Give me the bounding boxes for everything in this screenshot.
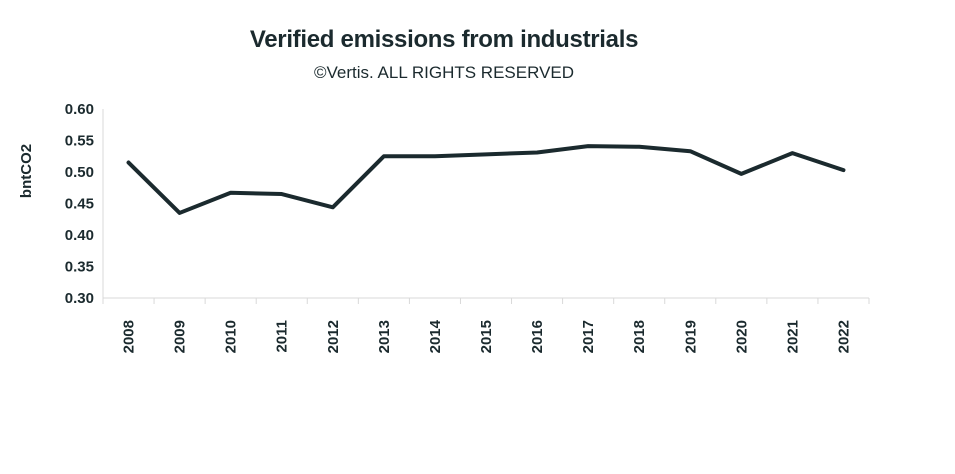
y-tick-label: 0.60: [65, 101, 94, 118]
x-tick-label: 2012: [325, 320, 342, 353]
y-tick-label: 0.55: [65, 133, 94, 150]
series-line: [126, 144, 846, 215]
x-tick-label: 2010: [223, 320, 240, 353]
x-tick-label: 2011: [274, 320, 291, 353]
x-tick-label: 2014: [427, 319, 444, 353]
x-tick-label: 2018: [631, 320, 648, 353]
x-tick-label: 2016: [529, 320, 546, 353]
x-tick-label: 2017: [580, 320, 597, 353]
y-tick-label: 0.50: [65, 164, 94, 181]
x-tick-label: 2021: [784, 320, 801, 353]
x-tick-label: 2008: [121, 320, 138, 353]
x-tick-label: 2013: [376, 320, 393, 353]
x-tick-label: 2019: [682, 320, 699, 353]
x-tick-label: 2015: [478, 320, 495, 353]
y-tick-label: 0.35: [65, 259, 94, 276]
y-tick-label: 0.30: [65, 290, 94, 307]
chart-subtitle: ©Vertis. ALL RIGHTS RESERVED: [313, 63, 575, 82]
x-tick-label: 2022: [835, 320, 852, 353]
x-axis: 2008 2009 2010 2011 2012 2013 2014 2015 2016 2017…: [102, 297, 870, 353]
y-tick-label: 0.45: [65, 196, 94, 213]
series-layer: [126, 144, 846, 215]
y-axis: 0.60 0.55 0.50 0.45 0.40 0.35 0.30: [65, 101, 104, 307]
y-tick-label: 0.40: [65, 227, 94, 244]
chart-title: Verified emissions from industrials: [249, 26, 639, 53]
x-tick-label: 2020: [733, 320, 750, 353]
y-axis-label: bntCO2: [18, 144, 35, 198]
x-tick-label: 2009: [172, 320, 189, 353]
